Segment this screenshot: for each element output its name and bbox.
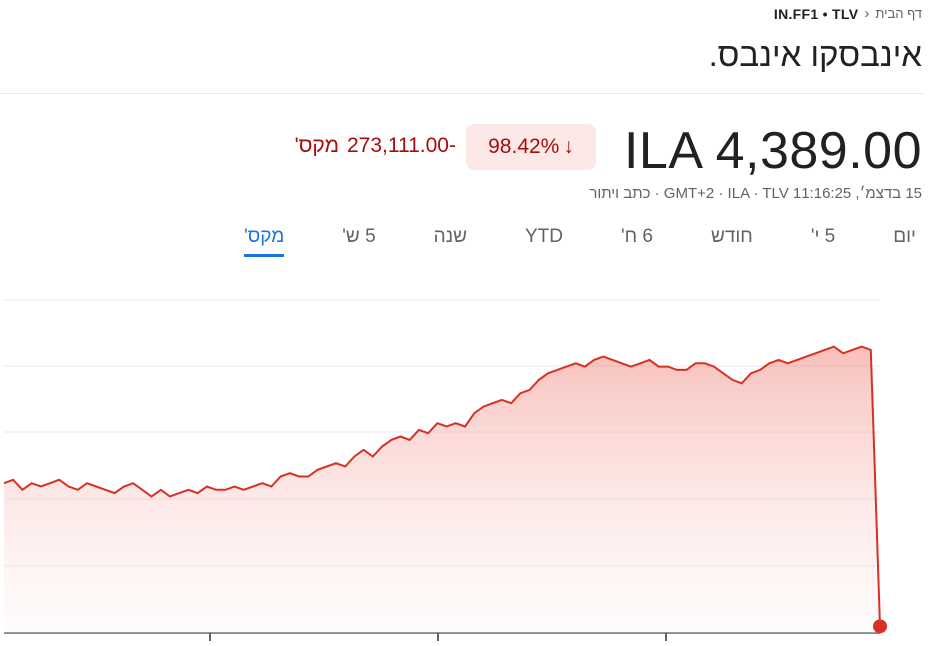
price-meta: 15 בדצמ׳, 11:16:25 GMT+2 · ILA · TLV · כ…: [589, 185, 922, 202]
tab-5-days[interactable]: 5 י': [810, 226, 836, 247]
divider: [0, 93, 924, 94]
breadcrumb-ticker: IN.FF1 • TLV: [773, 5, 859, 22]
price-chart[interactable]: [0, 290, 924, 646]
tab-year[interactable]: שנה: [433, 226, 467, 247]
breadcrumb: דף הבית ‹ IN.FF1 • TLV: [774, 5, 922, 22]
page-title: אינבסקו אינבס.: [708, 36, 922, 73]
chart-line: [3, 345, 881, 627]
tab-day[interactable]: יום: [893, 226, 916, 247]
current-price: ILA 4,389.00: [623, 122, 922, 180]
absolute-change: -273,111.00 מקס': [295, 134, 456, 158]
range-tabs: יום 5 י' חודש 6 ח' YTD שנה 5 ש' מקס': [244, 226, 916, 257]
chart-area: [4, 346, 880, 633]
absolute-change-value: -273,111.00: [347, 134, 456, 157]
percent-change-value: 98.42%: [488, 135, 560, 158]
arrow-down-icon: ↓: [563, 135, 574, 158]
tab-ytd[interactable]: YTD: [524, 226, 563, 247]
percent-change-badge: 98.42% ↓: [466, 124, 596, 170]
tab-5-years[interactable]: 5 ש': [342, 226, 376, 247]
chevron-left-icon: ‹: [864, 5, 870, 22]
chart-endpoint-dot: [873, 619, 887, 634]
tab-6-months[interactable]: 6 ח': [620, 226, 653, 247]
breadcrumb-home-link[interactable]: דף הבית: [875, 6, 922, 21]
change-period-label: מקס': [294, 134, 339, 157]
tab-month[interactable]: חודש: [710, 226, 753, 247]
tab-max[interactable]: מקס': [244, 226, 285, 257]
